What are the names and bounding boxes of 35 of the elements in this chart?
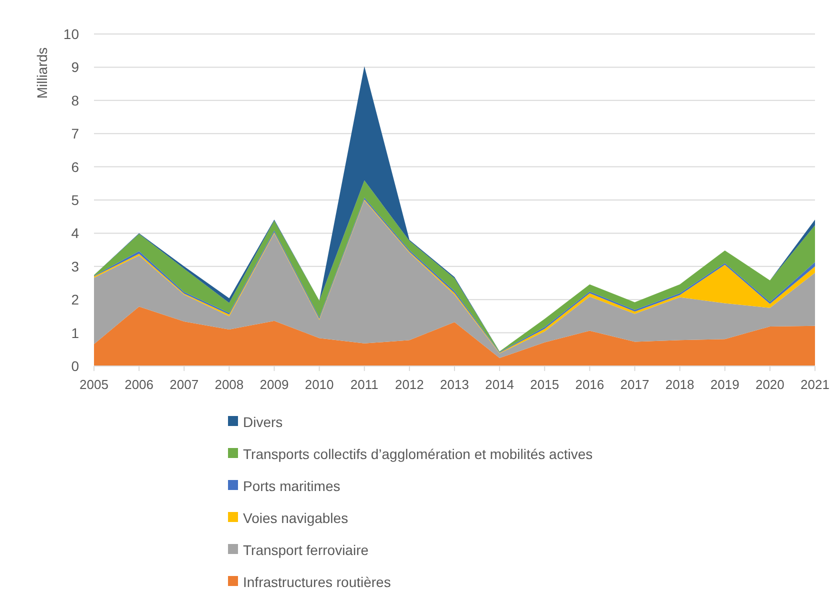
x-tick-label: 2006 <box>124 377 154 392</box>
x-tick-label: 2005 <box>80 377 108 392</box>
y-tick-label: 9 <box>71 59 80 76</box>
y-tick-label: 1 <box>71 324 80 341</box>
y-tick-label: 4 <box>71 225 80 242</box>
y-tick-label: 6 <box>71 158 80 175</box>
x-tick-label: 2010 <box>304 377 334 392</box>
y-tick-label: 2 <box>71 292 80 308</box>
x-tick-label: 2020 <box>755 377 784 392</box>
x-tick-label: 2021 <box>800 377 830 392</box>
y-tick-label: 8 <box>71 92 80 108</box>
x-tick-label: 2016 <box>575 377 604 392</box>
x-tick-label: 2008 <box>214 377 244 392</box>
legend-label: Transports collectifs d’agglomération et mobilités actives <box>243 446 593 462</box>
x-tick-label: 2018 <box>665 377 694 392</box>
y-tick-label: 7 <box>71 126 80 142</box>
legend-label: Transport ferroviaire <box>243 542 369 558</box>
y-axis-title: Milliards <box>34 47 50 99</box>
x-tick-label: 2009 <box>260 377 289 392</box>
y-tick-label: 10 <box>63 26 80 42</box>
x-tick-label: 2011 <box>350 377 378 392</box>
y-tick-label: 3 <box>71 258 80 274</box>
x-tick-label: 2017 <box>620 377 650 392</box>
legend-label: Infrastructures routières <box>243 574 391 590</box>
legend-label: Ports maritimes <box>243 478 340 494</box>
y-tick-label: 5 <box>71 192 80 208</box>
legend-label: Divers <box>243 414 283 430</box>
y-tick-label: 0 <box>71 358 80 374</box>
x-tick-label: 2013 <box>440 377 469 392</box>
x-tick-label: 2012 <box>394 377 424 392</box>
legend-label: Voies navigables <box>243 510 348 526</box>
x-tick-label: 2014 <box>485 377 514 392</box>
x-tick-label: 2007 <box>170 377 199 392</box>
x-tick-label: 2015 <box>530 377 560 392</box>
x-tick-label: 2019 <box>710 377 740 392</box>
